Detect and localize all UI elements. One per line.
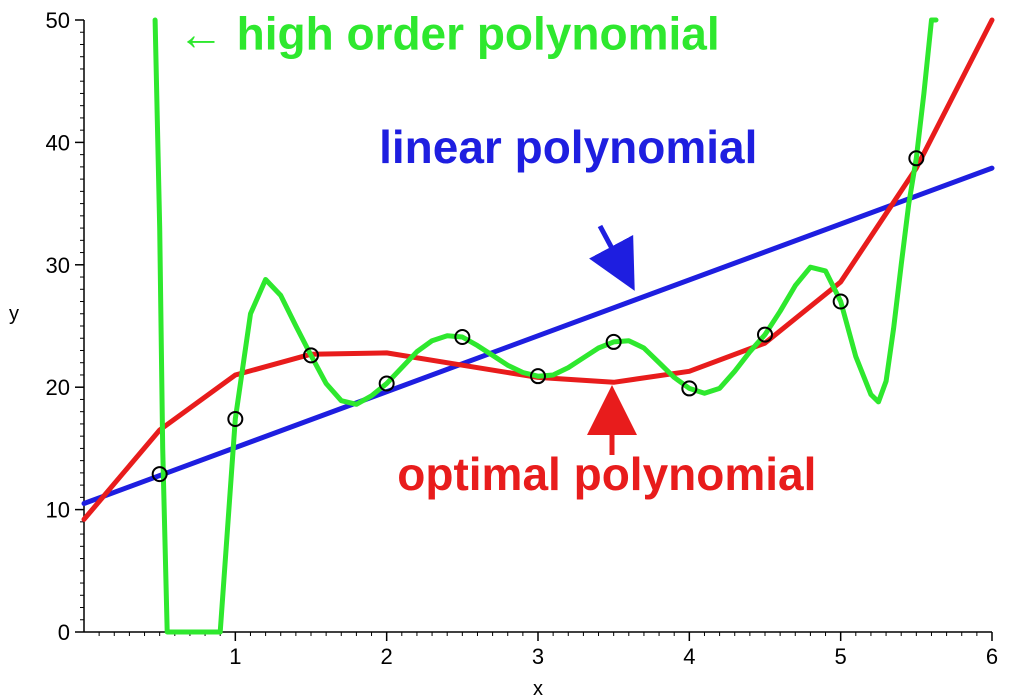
high-order-polynomial-line (155, 20, 936, 632)
data-points (153, 151, 924, 481)
annotation-optimal-polynomial: optimal polynomial (397, 448, 816, 500)
optimal-polynomial-line (84, 20, 992, 519)
linear-polynomial-pointer-arrow (600, 226, 630, 282)
annotation-linear-polynomial: linear polynomial (379, 121, 757, 173)
annotation-high-order-polynomial: ← high order polynomial (178, 7, 720, 59)
x-tick-label: 2 (381, 644, 393, 669)
x-ticks: 1 2 3 4 5 6 (99, 632, 998, 669)
series-layer (84, 20, 992, 632)
x-tick-label: 3 (532, 644, 544, 669)
annotations: ← high order polynomial linear polynomia… (178, 7, 817, 500)
y-tick-label: 10 (46, 498, 70, 523)
y-tick-label: 20 (46, 375, 70, 400)
y-axis-label: y (9, 303, 19, 325)
y-ticks: 0 10 20 30 40 50 (46, 8, 84, 645)
y-tick-label: 50 (46, 8, 70, 33)
x-tick-label: 5 (835, 644, 847, 669)
y-tick-label: 40 (46, 130, 70, 155)
y-tick-label: 30 (46, 253, 70, 278)
x-tick-label: 4 (683, 644, 695, 669)
x-tick-label: 6 (986, 644, 998, 669)
x-axis-label: x (533, 678, 543, 697)
y-tick-label: 0 (58, 620, 70, 645)
x-tick-label: 1 (229, 644, 241, 669)
